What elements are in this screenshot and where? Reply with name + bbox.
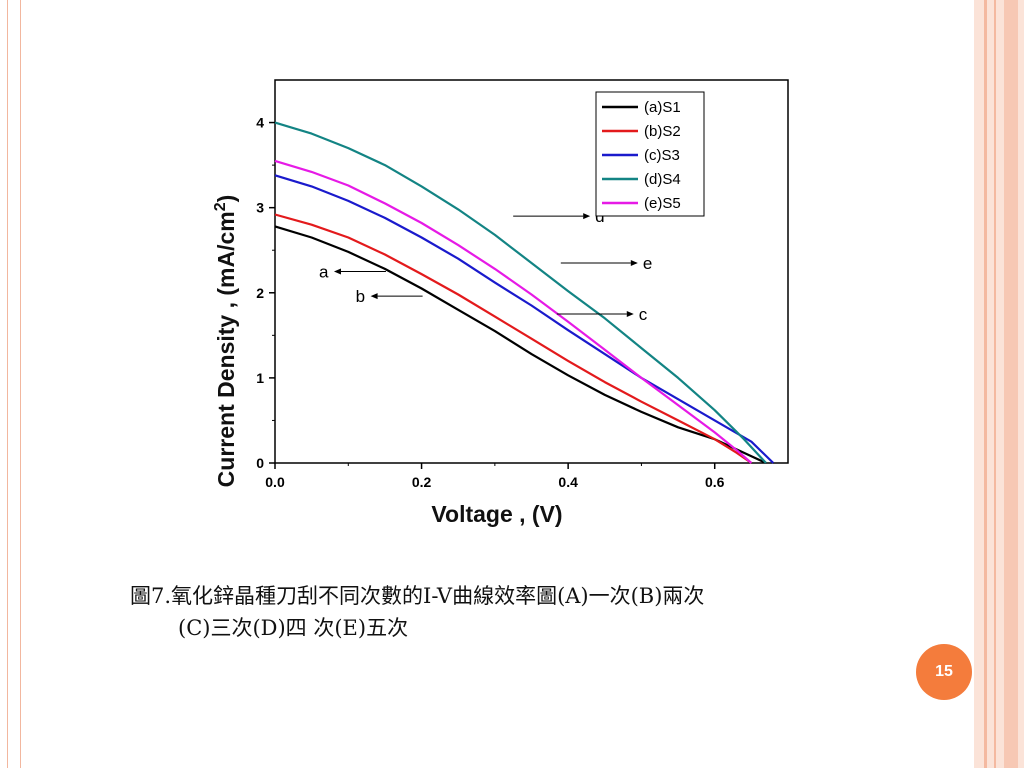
- y-tick-label: 4: [256, 115, 264, 131]
- series-line-1: [274, 225, 767, 464]
- legend: (a)S1 (b)S2 (c)S3 (d)S4 (e)S5: [595, 91, 705, 217]
- plot-frame: [274, 79, 789, 464]
- annotation-arrowhead: [626, 311, 634, 318]
- annotation-label-b: b: [356, 287, 365, 306]
- x-tick-label: 0.2: [412, 474, 432, 490]
- annotation-label-d: d: [595, 207, 604, 226]
- legend-label-1: (a)S1: [644, 99, 681, 116]
- annotation-arrowhead: [583, 213, 591, 220]
- legend-label-5: (e)S5: [644, 195, 681, 212]
- x-tick-label: 0.4: [558, 474, 578, 490]
- annotation-label-c: c: [639, 305, 648, 324]
- series-line-3: [274, 174, 775, 464]
- annotations: d e c a b: [319, 207, 652, 324]
- legend-label-2: (b)S2: [644, 123, 681, 140]
- annotation-label-a: a: [319, 263, 329, 282]
- annotation-label-e: e: [643, 254, 652, 273]
- x-tick-label: 0.6: [705, 474, 725, 490]
- figure-caption: 圖7.氧化鋅晶種刀刮不同次數的I-V曲線效率圖(A)一次(B)兩次 (C)三次(…: [130, 580, 900, 644]
- y-tick-label: 0: [256, 455, 264, 471]
- series-line-5: [274, 159, 753, 464]
- annotation-arrowhead: [333, 268, 341, 275]
- series-lines: [274, 121, 775, 464]
- slide-border-left: [7, 0, 21, 768]
- y-tick-label: 1: [256, 370, 264, 386]
- annotation-arrowhead: [370, 293, 378, 300]
- legend-label-4: (d)S4: [644, 171, 681, 188]
- axes: 0.0 0.2 0.4 0.6 0 1 2 3 4: [256, 79, 789, 490]
- x-axis-label: Voltage , (V): [431, 501, 562, 527]
- y-axis-label: Current Density , (mA/cm2): [212, 195, 239, 488]
- slide-border-right: [974, 0, 1024, 768]
- x-tick-label: 0.0: [265, 474, 285, 490]
- caption-line-2: (C)三次(D)四 次(E)五次: [178, 616, 409, 640]
- annotation-arrowhead: [630, 259, 638, 266]
- y-tick-label: 2: [256, 285, 264, 301]
- series-line-2: [274, 213, 753, 464]
- y-tick-label: 3: [256, 200, 264, 216]
- caption-line-1: 圖7.氧化鋅晶種刀刮不同次數的I-V曲線效率圖(A)一次(B)兩次: [130, 584, 705, 608]
- legend-label-3: (c)S3: [644, 147, 680, 164]
- page-number-badge: 15: [916, 644, 972, 700]
- series-line-4: [274, 121, 767, 464]
